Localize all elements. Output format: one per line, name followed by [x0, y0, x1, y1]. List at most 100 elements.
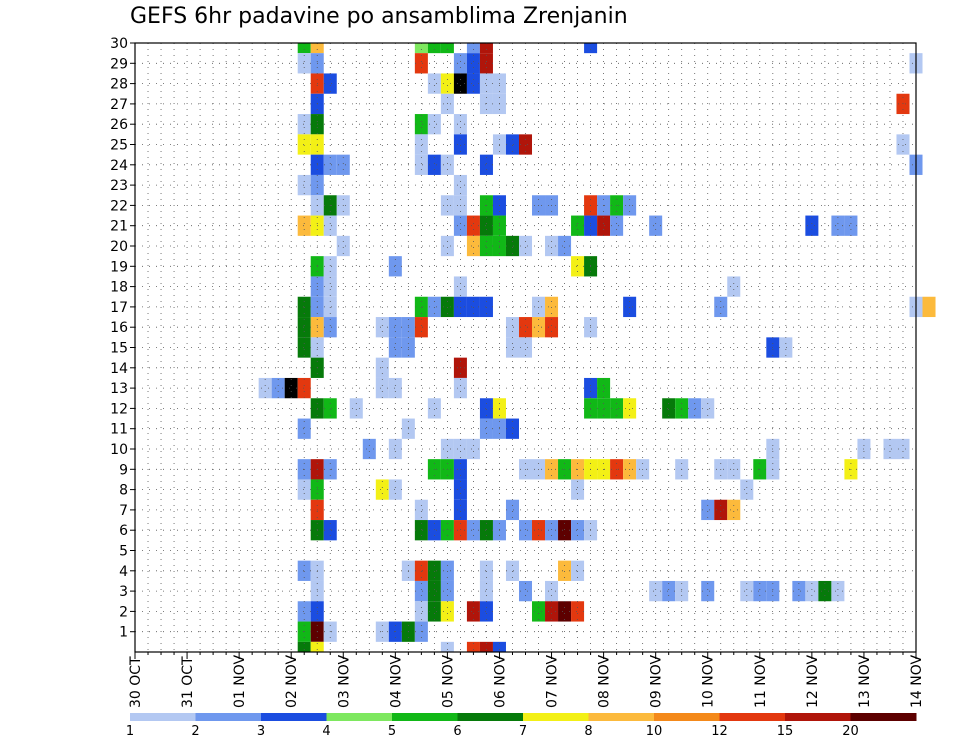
heatmap-cell	[440, 601, 454, 622]
heatmap-cell	[271, 377, 285, 399]
heatmap-cell	[571, 601, 585, 622]
heatmap-cell	[714, 499, 728, 521]
heatmap-cell	[440, 296, 454, 318]
heatmap-cell	[662, 398, 676, 419]
y-tick-label: 7	[119, 503, 128, 519]
heatmap-cell	[297, 114, 311, 135]
heatmap-cell	[545, 235, 559, 257]
legend-swatch	[588, 713, 655, 721]
x-tick-label: 09 NOV	[649, 654, 665, 708]
heatmap-cell	[505, 560, 519, 581]
heatmap-cell	[414, 43, 428, 54]
heatmap-cell	[466, 215, 480, 236]
heatmap-cell	[896, 438, 910, 460]
heatmap-cell	[727, 499, 741, 521]
y-axis: 1234567891011121314151617181920212223242…	[110, 36, 135, 641]
heatmap-cell	[427, 398, 441, 419]
heatmap-cell	[571, 256, 585, 277]
heatmap-cell	[558, 601, 572, 622]
heatmap-cell	[518, 134, 533, 155]
heatmap-cell	[453, 438, 467, 460]
heatmap-cell	[466, 438, 480, 460]
heatmap-cell	[453, 134, 467, 155]
x-tick-label: 31 OCT	[180, 656, 196, 708]
heatmap-cell	[414, 601, 428, 622]
legend-swatch	[850, 713, 917, 721]
legend-label: 7	[519, 724, 527, 739]
heatmap-cell	[558, 235, 572, 257]
heatmap-cell	[453, 215, 467, 236]
y-tick-label: 19	[110, 259, 128, 275]
legend-label: 5	[388, 724, 396, 739]
heatmap-cell	[440, 235, 454, 257]
heatmap-cell	[545, 317, 559, 338]
heatmap-cell	[453, 296, 467, 318]
heatmap-cell	[623, 398, 637, 419]
heatmap-cell	[427, 601, 441, 622]
heatmap-cell	[571, 520, 585, 541]
heatmap-cell	[805, 215, 819, 236]
x-tick-label: 01 NOV	[232, 654, 248, 708]
heatmap-cell	[284, 377, 298, 399]
heatmap-cell	[388, 479, 402, 500]
heatmap-cell	[518, 235, 533, 257]
heatmap-cell	[323, 317, 337, 338]
heatmap-cell	[479, 560, 493, 581]
heatmap-cell	[532, 296, 546, 318]
heatmap-cell	[505, 337, 519, 358]
x-tick-label: 30 OCT	[128, 656, 144, 708]
heatmap-cell	[427, 580, 441, 602]
legend-swatch	[130, 713, 196, 721]
heatmap-cell	[792, 580, 806, 602]
heatmap-cell	[818, 580, 832, 602]
heatmap-cell	[297, 337, 311, 358]
y-tick-label: 20	[110, 239, 128, 255]
x-tick-label: 05 NOV	[440, 654, 456, 708]
heatmap-cell	[662, 580, 676, 602]
y-tick-label: 9	[119, 462, 128, 478]
heatmap-cell	[427, 114, 441, 135]
heatmap-cell	[414, 134, 428, 155]
heatmap-cell	[375, 317, 389, 338]
heatmap-cell	[714, 296, 728, 318]
heatmap-cell	[453, 520, 467, 541]
legend-swatch	[654, 713, 720, 721]
legend-swatch	[457, 713, 524, 721]
legend-label: 4	[322, 724, 330, 739]
heatmap-cell	[584, 43, 598, 54]
heatmap-cell	[518, 317, 533, 338]
heatmap-cell	[571, 479, 585, 500]
heatmap-cell	[414, 317, 428, 338]
heatmap-cell	[571, 215, 585, 236]
heatmap-cell	[297, 134, 311, 155]
heatmap-cell	[297, 641, 311, 652]
y-tick-label: 25	[110, 138, 128, 154]
y-tick-label: 18	[110, 280, 128, 296]
heatmap-cell	[479, 418, 493, 439]
heatmap-cell	[427, 73, 441, 94]
heatmap-cell	[440, 520, 454, 541]
heatmap-cell	[323, 520, 337, 541]
y-tick-label: 10	[110, 442, 128, 458]
heatmap-cell	[479, 215, 493, 236]
heatmap-cell	[388, 256, 402, 277]
heatmap-cell	[375, 479, 389, 500]
heatmap-cell	[896, 134, 910, 155]
y-tick-label: 14	[110, 361, 128, 377]
heatmap-cell	[440, 154, 454, 175]
heatmap-cell	[701, 580, 715, 602]
x-tick-label: 03 NOV	[336, 654, 352, 708]
heatmap-cell	[466, 601, 480, 622]
legend-swatch	[195, 713, 262, 721]
heatmap-cell	[297, 418, 311, 439]
y-tick-label: 21	[110, 219, 128, 235]
heatmap-cell	[805, 580, 819, 602]
heatmap-cell	[388, 438, 402, 460]
heatmap-cell	[571, 560, 585, 581]
heatmap-cell	[297, 43, 311, 54]
x-tick-label: 04 NOV	[388, 654, 404, 708]
heatmap-cell	[414, 154, 428, 175]
heatmap-cell	[479, 601, 493, 622]
heatmap-cell	[466, 235, 480, 257]
